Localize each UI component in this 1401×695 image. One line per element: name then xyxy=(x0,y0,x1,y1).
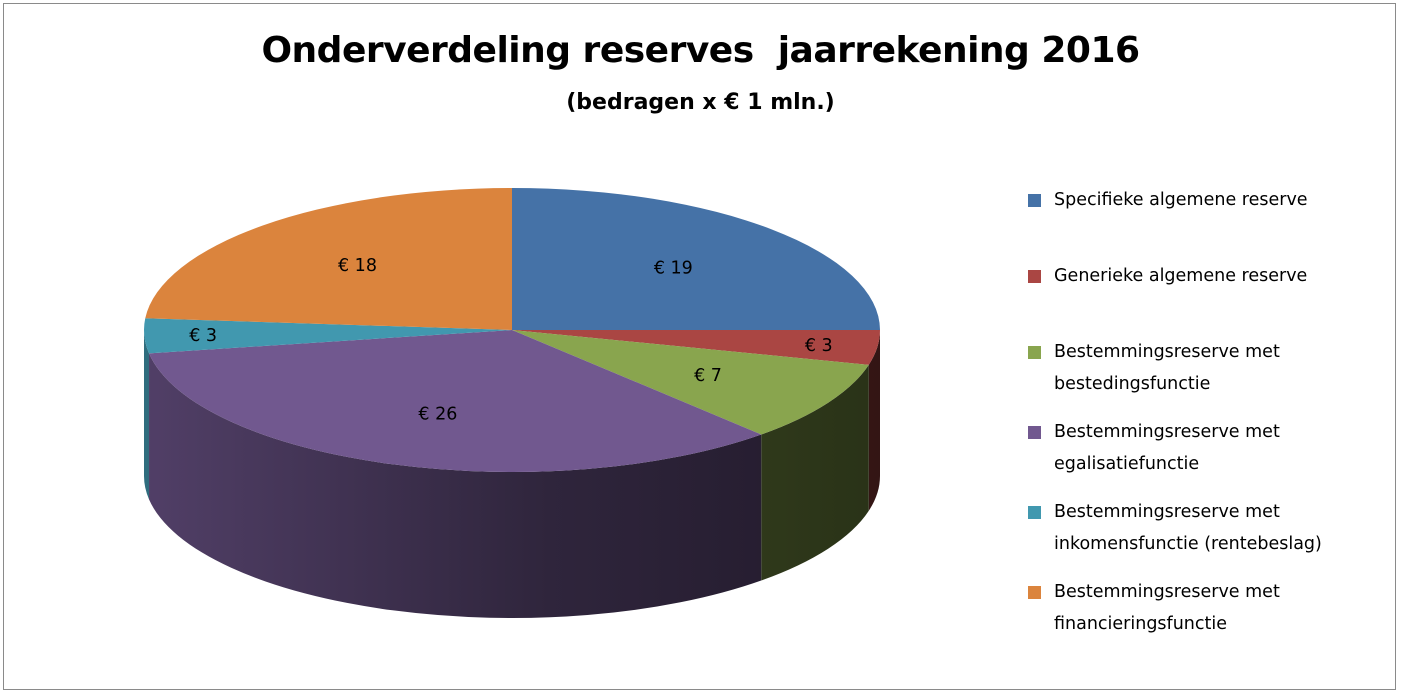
pie-side-wall xyxy=(868,330,881,511)
legend-swatch xyxy=(1028,346,1041,359)
pie-side-wall xyxy=(149,353,762,618)
legend-label: Specifieke algemene reserve xyxy=(1054,190,1308,210)
legend-label: bestedingsfunctie xyxy=(1054,374,1211,394)
data-label: € 3 xyxy=(805,336,833,356)
legend-label: egalisatiefunctie xyxy=(1054,454,1200,474)
pie-side-wall xyxy=(144,330,150,500)
data-label: € 3 xyxy=(189,326,217,346)
legend-swatch xyxy=(1028,270,1041,283)
legend-label: Bestemmingsreserve met xyxy=(1054,502,1280,522)
legend-label: Bestemmingsreserve met xyxy=(1054,582,1280,602)
pie-slice[interactable] xyxy=(149,330,762,472)
pie-slice[interactable] xyxy=(512,330,881,365)
legend-label: Generieke algemene reserve xyxy=(1054,266,1308,286)
data-label: € 7 xyxy=(694,366,722,386)
data-label: € 19 xyxy=(654,259,693,279)
pie-slice[interactable] xyxy=(512,188,880,330)
pie-slice[interactable] xyxy=(144,318,512,354)
pie-side-walls xyxy=(144,330,881,618)
legend-label: Bestemmingsreserve met xyxy=(1054,342,1280,362)
pie-side-wall xyxy=(761,364,869,581)
data-labels: € 19 € 3 € 7 € 26 € 3 € 18 xyxy=(189,256,832,424)
legend-swatch xyxy=(1028,506,1041,519)
pie-slice[interactable] xyxy=(512,330,869,435)
legend-swatch xyxy=(1028,194,1041,207)
legend-label: inkomensfunctie (rentebeslag) xyxy=(1054,534,1322,554)
chart-title: Onderverdeling reserves jaarrekening 201… xyxy=(261,30,1140,71)
legend-label: Bestemmingsreserve met xyxy=(1054,422,1280,442)
pie-slices xyxy=(144,188,881,472)
data-label: € 26 xyxy=(418,404,457,424)
data-label: € 18 xyxy=(338,256,377,276)
legend-swatch xyxy=(1028,426,1041,439)
pie-slice[interactable] xyxy=(145,188,513,330)
legend-swatch xyxy=(1028,586,1041,599)
chart-subtitle: (bedragen x € 1 mln.) xyxy=(566,90,835,115)
legend-label: financieringsfunctie xyxy=(1054,614,1228,634)
